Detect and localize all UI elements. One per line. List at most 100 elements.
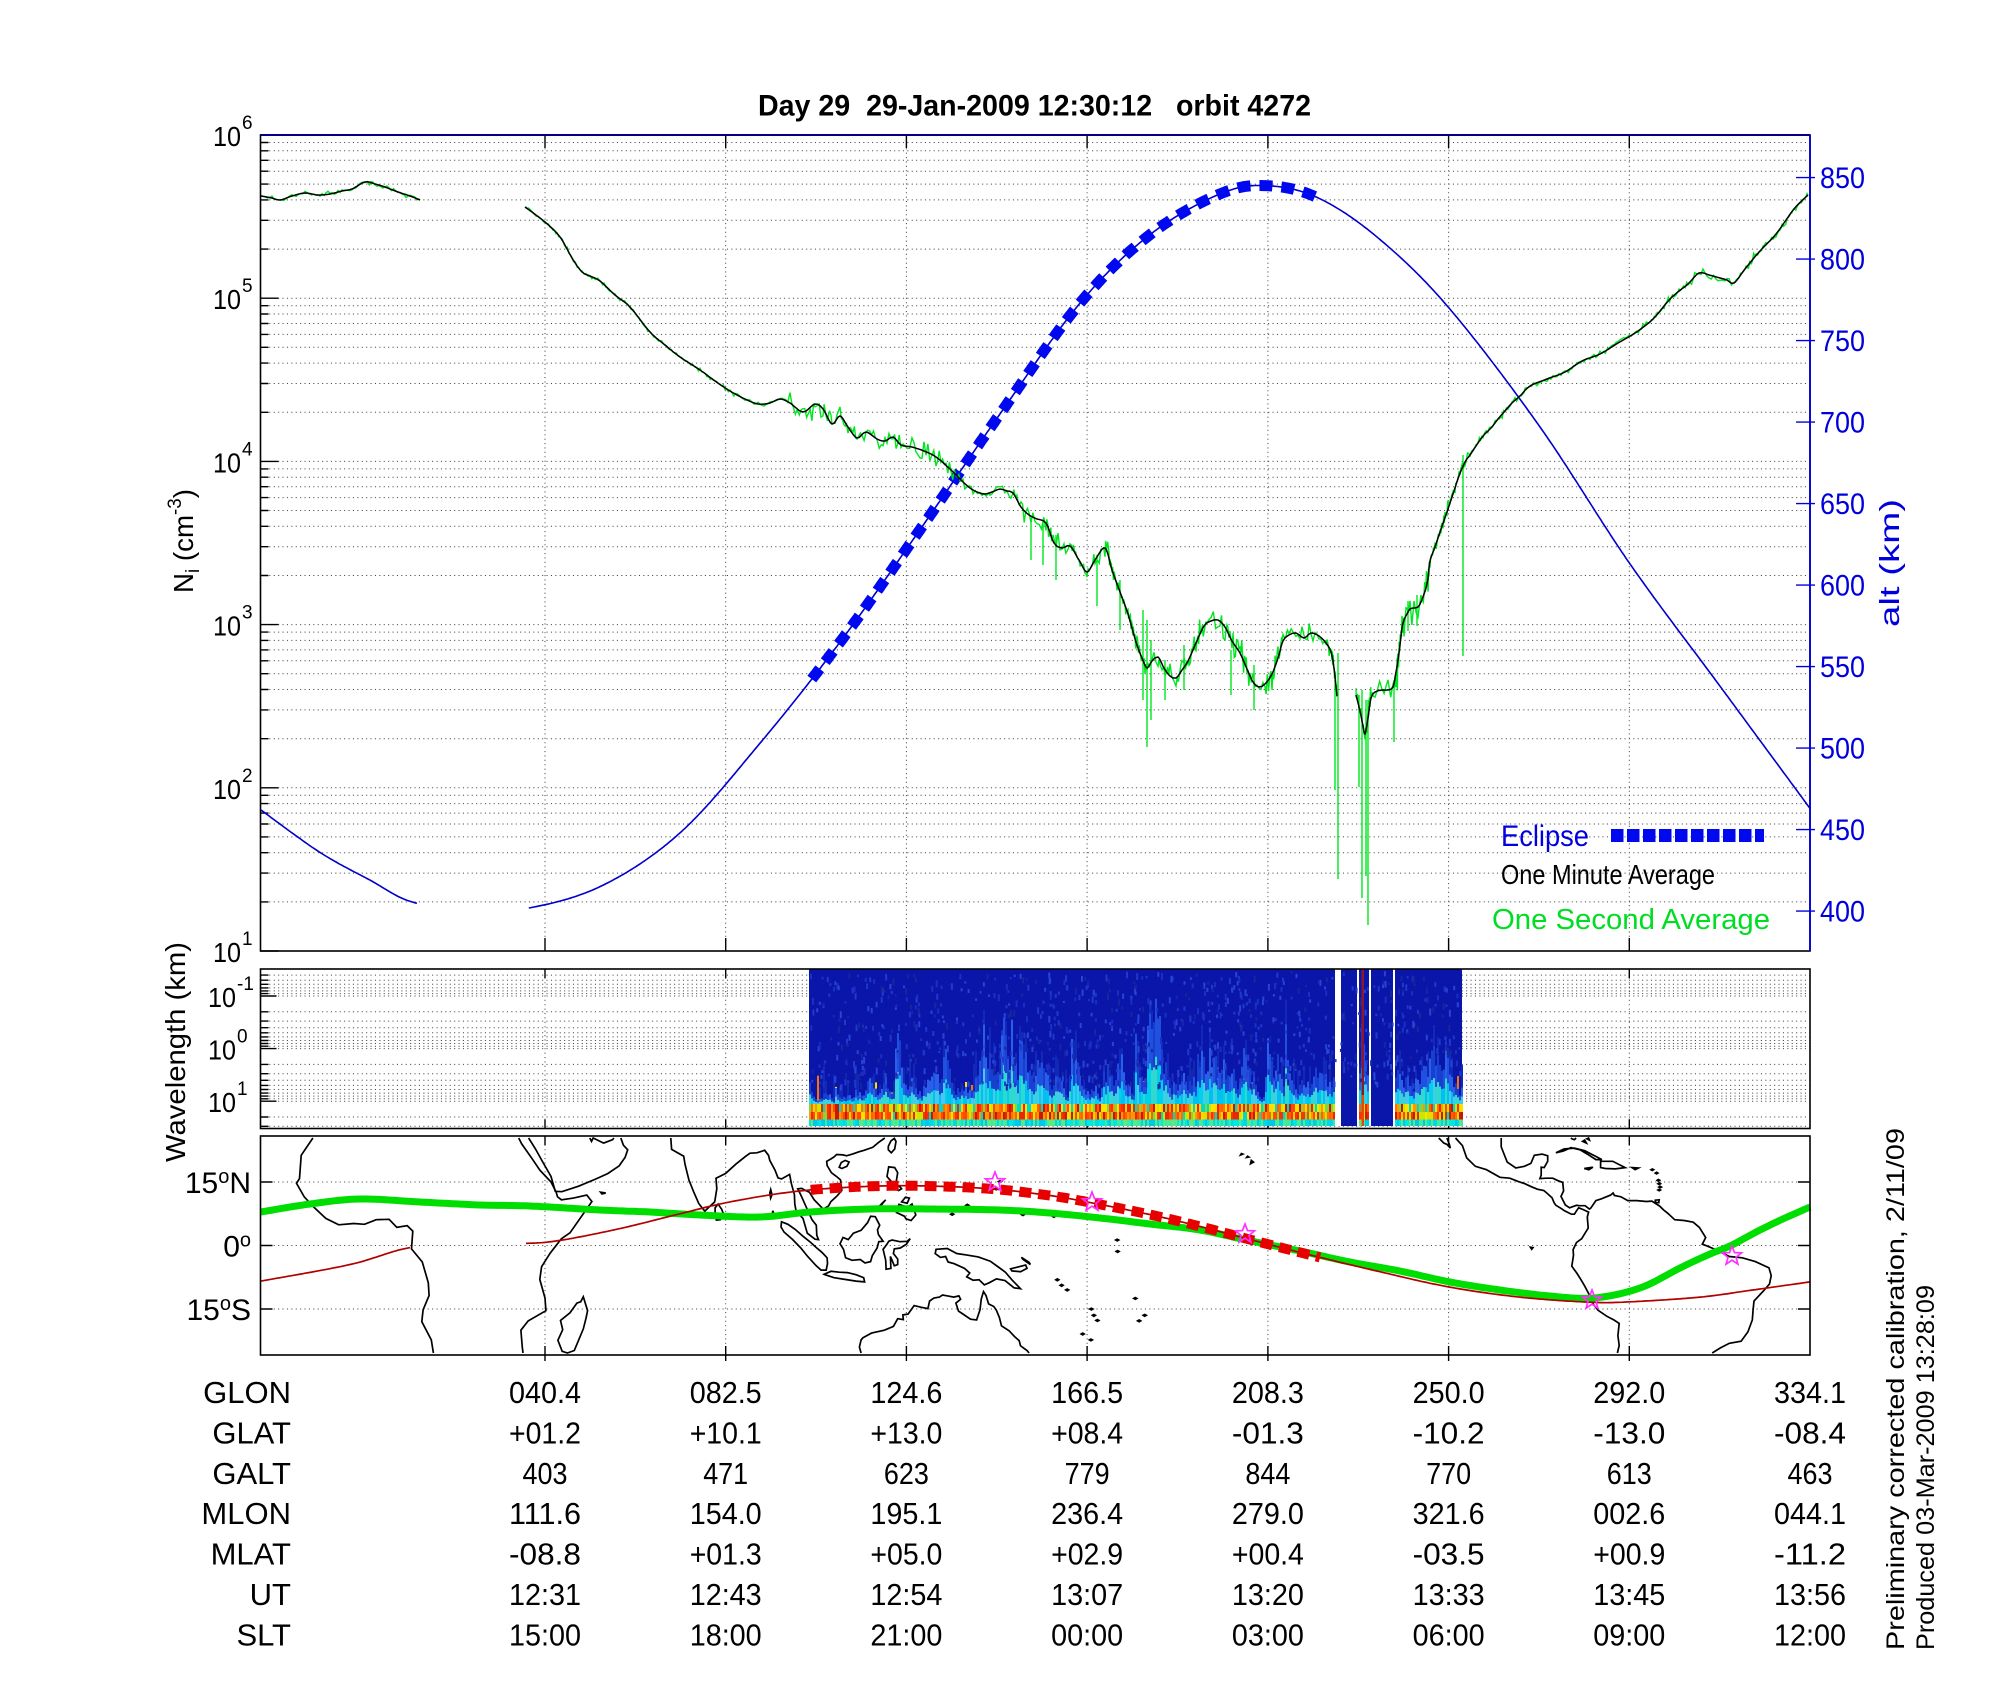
- svg-text:4: 4: [242, 439, 253, 460]
- svg-text:082.5: 082.5: [690, 1375, 762, 1410]
- svg-text:700: 700: [1820, 407, 1865, 440]
- svg-text:750: 750: [1820, 325, 1865, 358]
- svg-text:-10.2: -10.2: [1413, 1415, 1485, 1450]
- svg-text:124.6: 124.6: [870, 1375, 942, 1410]
- svg-text:1: 1: [237, 1079, 248, 1100]
- svg-text:12:43: 12:43: [690, 1577, 762, 1612]
- svg-text:10: 10: [213, 447, 241, 478]
- svg-text:+05.0: +05.0: [870, 1537, 942, 1572]
- svg-text:10: 10: [208, 982, 236, 1013]
- svg-text:400: 400: [1820, 896, 1865, 929]
- svg-text:471: 471: [703, 1456, 748, 1491]
- svg-text:12:54: 12:54: [870, 1577, 942, 1612]
- svg-text:236.4: 236.4: [1051, 1496, 1123, 1531]
- svg-text:10: 10: [213, 937, 241, 968]
- svg-text:One Minute Average: One Minute Average: [1501, 859, 1715, 890]
- svg-text:850: 850: [1820, 162, 1865, 195]
- svg-text:6: 6: [242, 113, 253, 134]
- svg-text:334.1: 334.1: [1774, 1375, 1846, 1410]
- svg-text:1: 1: [242, 929, 253, 950]
- svg-text:600: 600: [1820, 570, 1865, 603]
- svg-text:321.6: 321.6: [1413, 1496, 1485, 1531]
- svg-text:15:00: 15:00: [509, 1617, 581, 1652]
- svg-text:13:07: 13:07: [1051, 1577, 1123, 1612]
- svg-text:10: 10: [208, 1087, 236, 1118]
- svg-text:-01.3: -01.3: [1232, 1415, 1304, 1450]
- svg-text:-03.5: -03.5: [1413, 1537, 1485, 1572]
- svg-text:Eclipse: Eclipse: [1501, 820, 1589, 853]
- svg-text:650: 650: [1820, 488, 1865, 521]
- svg-text:450: 450: [1820, 814, 1865, 847]
- svg-text:GLON: GLON: [203, 1375, 291, 1410]
- svg-text:13:33: 13:33: [1413, 1577, 1485, 1612]
- svg-text:+02.9: +02.9: [1051, 1537, 1123, 1572]
- svg-text:MLON: MLON: [201, 1496, 291, 1531]
- svg-text:10: 10: [213, 774, 241, 805]
- svg-text:-08.8: -08.8: [509, 1537, 581, 1572]
- svg-text:3: 3: [242, 603, 253, 624]
- svg-text:250.0: 250.0: [1413, 1375, 1485, 1410]
- svg-text:15oS: 15oS: [186, 1293, 251, 1327]
- svg-text:208.3: 208.3: [1232, 1375, 1304, 1410]
- svg-text:alt (km): alt (km): [1874, 499, 1905, 627]
- svg-text:5: 5: [242, 276, 253, 297]
- svg-text:+00.4: +00.4: [1232, 1537, 1304, 1572]
- svg-text:13:56: 13:56: [1774, 1577, 1846, 1612]
- svg-text:800: 800: [1820, 244, 1865, 277]
- svg-text:002.6: 002.6: [1593, 1496, 1665, 1531]
- svg-text:10: 10: [208, 1035, 236, 1066]
- svg-text:10: 10: [213, 121, 241, 152]
- svg-text:111.6: 111.6: [509, 1496, 581, 1531]
- svg-text:13:45: 13:45: [1593, 1577, 1665, 1612]
- svg-text:403: 403: [523, 1456, 568, 1491]
- svg-text:770: 770: [1426, 1456, 1471, 1491]
- svg-text:195.1: 195.1: [870, 1496, 942, 1531]
- svg-text:+00.9: +00.9: [1593, 1537, 1665, 1572]
- svg-text:Day 29 29-Jan-2009 12:30:12: Day 29 29-Jan-2009 12:30:12 orbit 4272: [758, 90, 1311, 123]
- svg-text:-13.0: -13.0: [1593, 1415, 1665, 1450]
- svg-text:623: 623: [884, 1456, 929, 1491]
- svg-text:10: 10: [213, 284, 241, 315]
- svg-text:+01.2: +01.2: [509, 1415, 581, 1450]
- svg-text:040.4: 040.4: [509, 1375, 581, 1410]
- svg-text:MLAT: MLAT: [211, 1537, 291, 1572]
- svg-text:-1: -1: [237, 974, 254, 995]
- svg-text:GLAT: GLAT: [212, 1415, 291, 1450]
- svg-text:GALT: GALT: [212, 1456, 291, 1491]
- svg-text:Produced 03-Mar-2009 13:28:09: Produced 03-Mar-2009 13:28:09: [1912, 1285, 1940, 1650]
- svg-text:12:31: 12:31: [509, 1577, 581, 1612]
- svg-text:2: 2: [242, 766, 253, 787]
- svg-text:+13.0: +13.0: [870, 1415, 942, 1450]
- svg-text:044.1: 044.1: [1774, 1496, 1846, 1531]
- svg-text:463: 463: [1788, 1456, 1833, 1491]
- svg-text:Preliminary corrected calibrat: Preliminary corrected calibration, 2/11/…: [1882, 1128, 1910, 1650]
- svg-text:+10.1: +10.1: [690, 1415, 762, 1450]
- svg-text:13:20: 13:20: [1232, 1577, 1304, 1612]
- svg-text:06:00: 06:00: [1413, 1617, 1485, 1652]
- svg-text:154.0: 154.0: [690, 1496, 762, 1531]
- svg-text:+01.3: +01.3: [690, 1537, 762, 1572]
- svg-text:One Second Average: One Second Average: [1492, 904, 1770, 936]
- svg-text:Wavelength (km): Wavelength (km): [160, 942, 191, 1162]
- svg-text:279.0: 279.0: [1232, 1496, 1304, 1531]
- svg-text:292.0: 292.0: [1593, 1375, 1665, 1410]
- svg-text:21:00: 21:00: [870, 1617, 942, 1652]
- svg-text:12:00: 12:00: [1774, 1617, 1846, 1652]
- svg-text:+08.4: +08.4: [1051, 1415, 1123, 1450]
- svg-text:03:00: 03:00: [1232, 1617, 1304, 1652]
- svg-text:-11.2: -11.2: [1774, 1537, 1846, 1572]
- svg-text:0: 0: [237, 1027, 248, 1048]
- svg-text:10: 10: [213, 611, 241, 642]
- svg-text:613: 613: [1607, 1456, 1652, 1491]
- svg-text:-08.4: -08.4: [1774, 1415, 1846, 1450]
- svg-text:00:00: 00:00: [1051, 1617, 1123, 1652]
- svg-text:500: 500: [1820, 733, 1865, 766]
- svg-text:550: 550: [1820, 651, 1865, 684]
- svg-text:779: 779: [1065, 1456, 1110, 1491]
- svg-text:18:00: 18:00: [690, 1617, 762, 1652]
- svg-text:166.5: 166.5: [1051, 1375, 1123, 1410]
- svg-text:844: 844: [1245, 1456, 1290, 1491]
- svg-text:15oN: 15oN: [185, 1166, 251, 1200]
- svg-text:UT: UT: [250, 1577, 291, 1612]
- svg-text:SLT: SLT: [236, 1617, 291, 1652]
